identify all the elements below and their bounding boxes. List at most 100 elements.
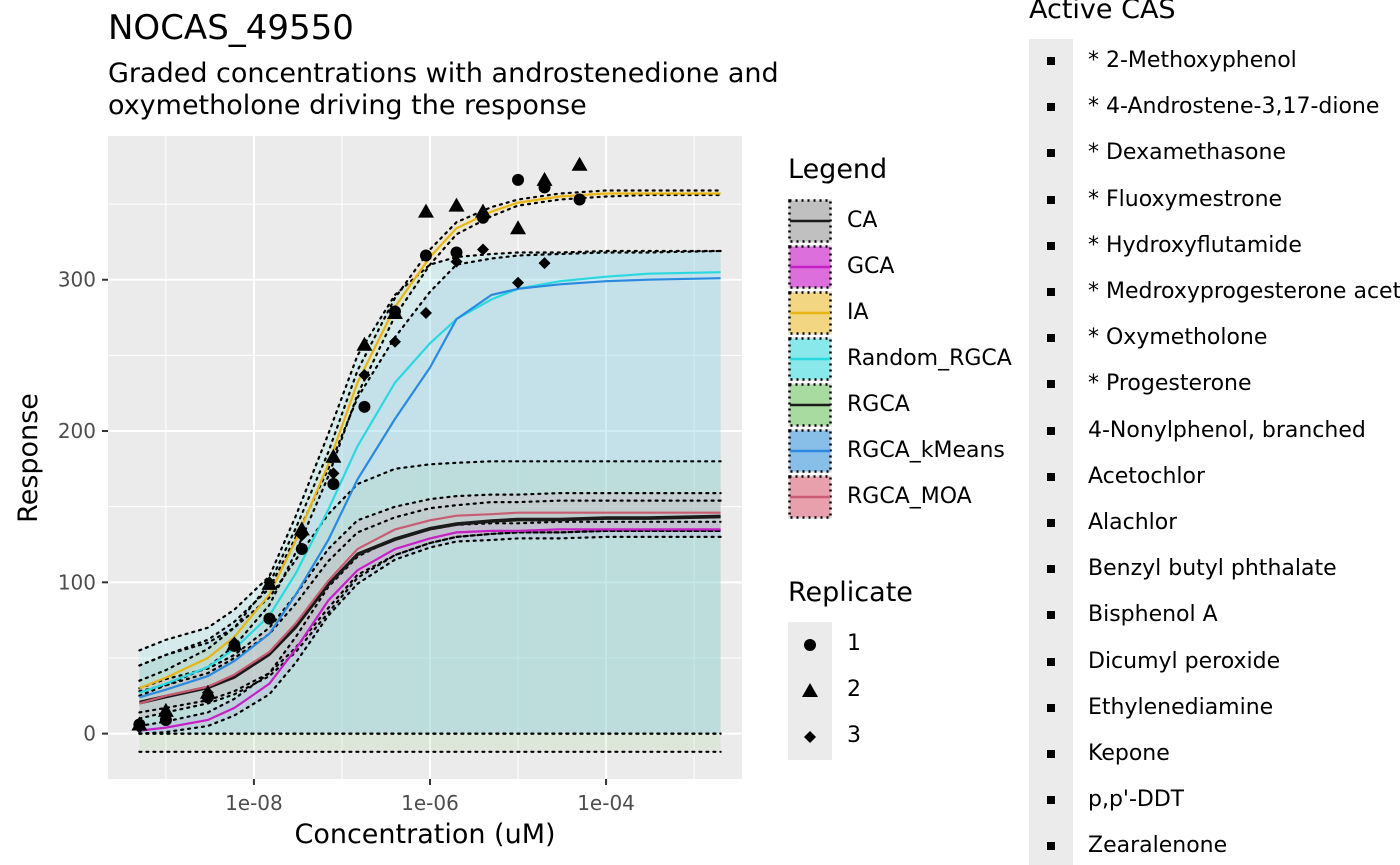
legend-swatch <box>788 475 832 519</box>
legend-label: RGCA <box>847 392 910 417</box>
x-tick-label: 1e-06 <box>401 791 459 815</box>
ribbon-RGCA <box>139 461 721 752</box>
cas-item-label: Dicumyl peroxide <box>1088 648 1281 674</box>
cas-key-square <box>1047 380 1055 389</box>
legend-swatch <box>788 429 832 473</box>
cas-item-label: Ethylenediamine <box>1088 694 1274 720</box>
cas-key-square <box>1047 472 1055 481</box>
cas-item-label: * Oxymetholone <box>1088 325 1268 351</box>
active-cas-keys <box>1029 39 1073 865</box>
data-point-rep-1 <box>419 249 432 262</box>
cas-key-square <box>1047 750 1055 758</box>
cas-key-square <box>1047 703 1055 712</box>
legend-key-CA <box>788 199 832 243</box>
replicate-key-1 <box>804 639 816 651</box>
cas-item-label: * Dexamethasone <box>1088 140 1286 166</box>
legend-swatch <box>788 291 832 335</box>
data-point-rep-2 <box>474 203 491 218</box>
bound-upper-IA <box>138 189 722 682</box>
cas-item-label: Alachlor <box>1088 510 1178 535</box>
replicate-key-shape <box>804 731 816 743</box>
data-point-rep-1 <box>263 612 276 625</box>
x-axis-label: Concentration (uM) <box>294 819 555 850</box>
data-point-rep-2 <box>571 156 588 171</box>
legend-key-RGCA <box>788 383 832 427</box>
cas-item-label: * Hydroxyflutamide <box>1088 232 1302 258</box>
replicate-legend-title: Replicate <box>788 577 913 608</box>
y-tick-label: 200 <box>58 419 96 443</box>
cas-key-square <box>1047 103 1055 112</box>
bound-upper-RGCA_MOA <box>138 492 722 690</box>
replicate-label: 3 <box>847 723 861 748</box>
legend-key-RGCA_kMeans <box>788 429 832 473</box>
cas-key-square <box>1047 241 1055 250</box>
cas-key-square <box>1047 842 1055 851</box>
data-point-rep-3 <box>159 707 172 720</box>
bound-upper-RGCA <box>138 460 722 667</box>
data-point-rep-2 <box>448 197 465 212</box>
legend-swatch <box>788 245 832 289</box>
y-axis-label: Response <box>13 393 44 523</box>
cas-item-label: p,p'-DDT <box>1088 787 1185 813</box>
data-point-rep-3 <box>419 307 432 320</box>
cas-item-label: Kepone <box>1088 741 1170 766</box>
cas-key-square <box>1047 288 1055 296</box>
bound-upper-CA <box>138 499 722 693</box>
line-CA <box>139 516 721 705</box>
data-point-rep-3 <box>512 276 525 289</box>
legend-swatch <box>788 199 832 243</box>
legend-key-IA <box>788 291 832 335</box>
x-tick-label: 1e-04 <box>577 791 635 815</box>
cas-item-label: 4-Nonylphenol, branched <box>1088 417 1366 443</box>
cas-item-label: Zearalenone <box>1088 833 1228 859</box>
cas-key-square <box>1047 57 1055 65</box>
replicate-key-shape <box>804 639 816 651</box>
cas-key-square <box>1047 565 1055 574</box>
data-point-rep-3 <box>201 686 214 699</box>
replicate-label: 1 <box>847 631 861 656</box>
y-tick-label: 100 <box>58 570 96 594</box>
data-point-rep-2 <box>325 448 342 463</box>
legend-key-GCA <box>788 245 832 289</box>
cas-item-label: * 2-Methoxyphenol <box>1088 48 1297 73</box>
cas-item-label: * 4-Androstene-3,17-dione <box>1088 94 1380 120</box>
line-Random_RGCA <box>139 271 721 694</box>
y-tick-label: 0 <box>83 722 96 746</box>
replicate-label: 2 <box>847 677 861 702</box>
data-point-rep-2 <box>386 305 403 320</box>
cas-key-square <box>1047 334 1055 343</box>
line-RGCA_kMeans <box>139 277 721 699</box>
data-point-rep-2 <box>536 171 553 186</box>
data-point-rep-3 <box>358 369 371 382</box>
cas-item-label: * Fluoxymestrone <box>1088 186 1283 212</box>
data-point-rep-3 <box>388 335 401 348</box>
cas-item-label: Benzyl butyl phthalate <box>1088 556 1337 582</box>
data-point-rep-3 <box>327 467 340 480</box>
legend-label: RGCA_MOA <box>847 484 972 509</box>
data-point-rep-3 <box>133 721 146 734</box>
x-tick-label: 1e-08 <box>225 791 283 815</box>
legend-label: GCA <box>847 254 895 279</box>
data-point-rep-1 <box>512 173 525 186</box>
data-point-rep-3 <box>295 529 308 542</box>
legend-label: RGCA_kMeans <box>847 438 1005 463</box>
cas-key-square <box>1047 796 1055 805</box>
legend-label: CA <box>847 208 878 233</box>
data-point-rep-2 <box>417 203 434 218</box>
line-GCA <box>139 528 721 732</box>
cas-item-label: Bisphenol A <box>1088 602 1218 628</box>
data-point-rep-1 <box>327 477 340 490</box>
legend-title: Legend <box>788 154 888 185</box>
cas-key-square <box>1047 657 1055 666</box>
cas-key-square <box>1047 195 1055 204</box>
y-tick-label: 300 <box>58 268 96 292</box>
data-point-rep-3 <box>538 257 551 270</box>
data-point-rep-2 <box>356 336 373 351</box>
data-point-rep-1 <box>573 193 586 206</box>
cas-item-label: * Progesterone <box>1088 371 1252 397</box>
data-point-rep-3 <box>263 576 276 589</box>
ribbon-IA <box>139 190 721 696</box>
legend-label: IA <box>847 300 869 325</box>
bound-lower-GCA <box>138 535 722 735</box>
